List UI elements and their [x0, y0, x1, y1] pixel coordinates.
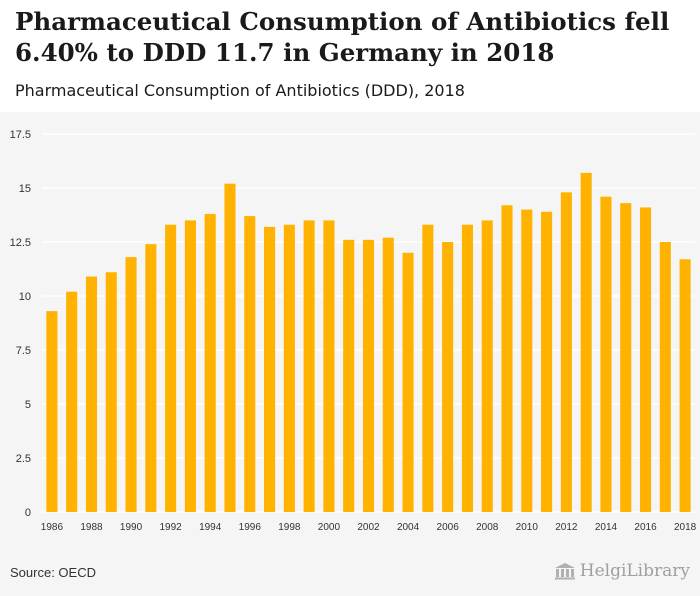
y-tick-label: 0 [25, 507, 31, 519]
bar-1997 [264, 226, 276, 512]
bar-2012 [560, 192, 572, 512]
bar-2010 [521, 209, 533, 512]
x-tick-label: 1990 [120, 522, 143, 533]
x-tick-label: 1992 [159, 522, 182, 533]
bar-2001 [343, 239, 355, 512]
x-tick-label: 2018 [674, 522, 697, 533]
y-tick-label: 10 [19, 291, 31, 303]
bar-1989 [105, 272, 117, 512]
bar-2007 [461, 224, 473, 512]
bar-2013 [580, 172, 592, 512]
y-tick-label: 12.5 [10, 237, 31, 249]
chart-title: Pharmaceutical Consumption of Antibiotic… [15, 7, 670, 67]
bar-2006 [442, 242, 454, 512]
source-note: Source: OECD [10, 565, 96, 580]
bar-2016 [639, 207, 652, 512]
bar-1986 [46, 311, 58, 512]
bar-2014 [600, 196, 612, 512]
bar-2009 [501, 205, 513, 512]
y-tick-label: 2.5 [16, 453, 31, 465]
x-tick-label: 2014 [595, 522, 618, 533]
chart-subtitle: Pharmaceutical Consumption of Antibiotic… [15, 81, 465, 100]
bar-2018 [679, 259, 691, 512]
x-tick-label: 1996 [239, 522, 262, 533]
bar-1988 [85, 276, 98, 512]
plot-area: 0 2.5 5 7.5 10 12.5 15 17.5 1986 1988 1990 1992 1994… [0, 112, 700, 552]
chart-header: Pharmaceutical Consumption of Antibiotic… [0, 0, 700, 112]
bar-2008 [481, 220, 493, 512]
y-tick-label: 7.5 [16, 345, 31, 357]
bar-1995 [224, 183, 236, 512]
chart-footer: Source: OECD HelgiLibrary [0, 552, 700, 596]
y-tick-label: 5 [25, 399, 31, 411]
bar-1999 [303, 220, 315, 512]
bar-chart: 0 2.5 5 7.5 10 12.5 15 17.5 1986 1988 1990 1992 1994… [10, 129, 697, 533]
bar-2000 [323, 220, 335, 512]
helgilibrary-logo: HelgiLibrary [554, 561, 690, 581]
x-tick-label: 2000 [318, 522, 341, 533]
x-tick-label: 1998 [278, 522, 301, 533]
logo-text: HelgiLibrary [579, 561, 690, 581]
y-tick-label: 17.5 [10, 129, 31, 141]
bar-2015 [620, 203, 632, 512]
bar-1996 [244, 216, 256, 512]
x-tick-label: 2002 [357, 522, 380, 533]
x-tick-label: 1986 [41, 522, 64, 533]
x-tick-label: 2010 [516, 522, 539, 533]
x-tick-label: 2006 [437, 522, 460, 533]
y-tick-label: 15 [19, 183, 31, 195]
bar-2003 [382, 237, 394, 512]
library-building-icon [554, 563, 575, 580]
x-tick-label: 2004 [397, 522, 420, 533]
x-tick-label: 1988 [80, 522, 103, 533]
x-tick-label: 2012 [555, 522, 578, 533]
bar-1994 [204, 213, 216, 513]
x-tick-label: 2008 [476, 522, 499, 533]
x-tick-label: 1994 [199, 522, 222, 533]
bar-1987 [66, 291, 78, 512]
bar-2011 [541, 211, 553, 512]
x-tick-label: 2016 [634, 522, 657, 533]
bar-2002 [362, 239, 375, 512]
bar-1990 [125, 257, 137, 512]
bar-1993 [184, 220, 196, 512]
bar-2004 [402, 252, 414, 513]
bar-2005 [422, 224, 434, 512]
bar-1992 [165, 224, 177, 512]
bar-1991 [145, 244, 157, 512]
bar-1998 [283, 224, 295, 512]
bar-2017 [659, 242, 671, 512]
